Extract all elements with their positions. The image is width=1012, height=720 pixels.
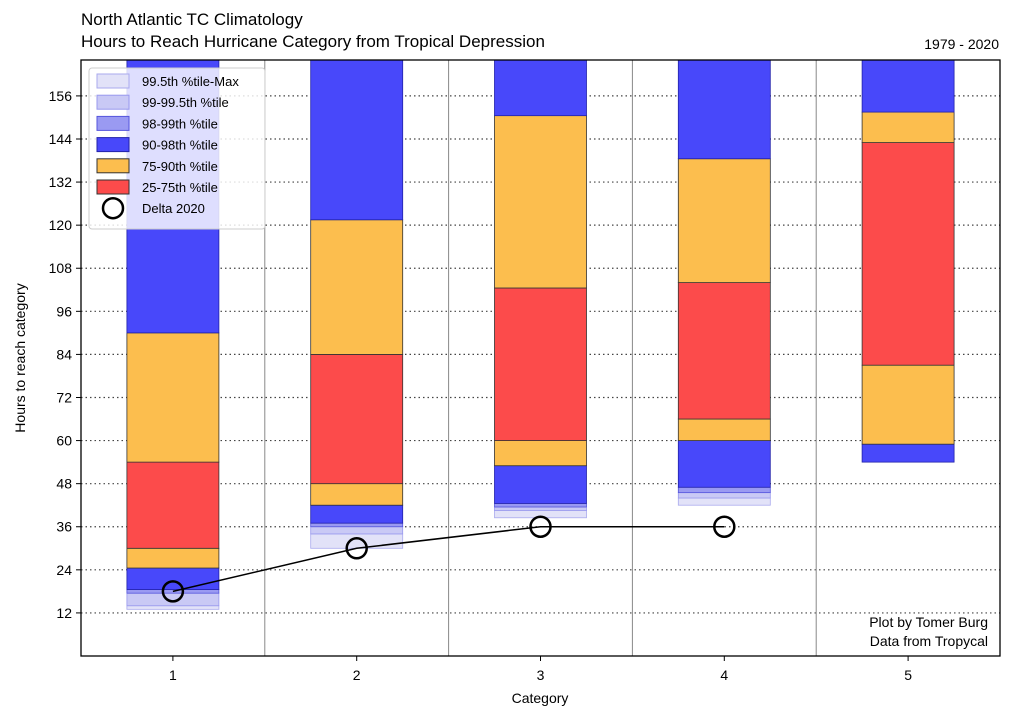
bar-90-98th-tile-cat1 <box>126 567 220 590</box>
y-tick-label: 96 <box>56 303 72 319</box>
bar-25-75th-tile-cat1 <box>126 461 220 549</box>
legend-swatch-5 <box>96 179 130 195</box>
period-label: 1979 - 2020 <box>924 36 999 52</box>
y-axis: 12 24 36 48 60 72 84 96 108 120 132 144 156 <box>49 88 81 621</box>
x-tick-label: 4 <box>720 667 728 683</box>
bar-25-75th-tile-cat5 <box>861 142 955 366</box>
bar-99-99-5th-tile-cat4 <box>677 492 771 499</box>
legend-label-2: 98-99th %tile <box>142 116 218 131</box>
x-tick-label: 2 <box>353 667 361 683</box>
bar-90-98th-tile-cat3 <box>494 59 587 117</box>
legend-swatch-2 <box>96 115 130 131</box>
legend-box <box>88 67 266 230</box>
y-tick-label: 144 <box>49 131 73 147</box>
bar-75-90th-tile-cat2 <box>310 483 404 506</box>
legend-label-0: 99.5th %tile-Max <box>142 74 239 89</box>
legend-label-5: 25-75th %tile <box>142 180 218 195</box>
bar-75-90th-tile-cat4 <box>677 158 771 284</box>
bar-98-99th-tile-cat3 <box>494 503 587 508</box>
bar-90-98th-tile-cat4 <box>677 59 771 160</box>
legend-swatch-4 <box>96 158 130 174</box>
bar-75-90th-tile-cat5 <box>861 111 955 143</box>
bar-99-5th-tile-max-cat1 <box>126 605 220 610</box>
legend-label-6: Delta 2020 <box>142 201 205 216</box>
bar-75-90th-tile-cat1 <box>126 332 220 463</box>
legend-label-1: 99-99.5th %tile <box>142 95 229 110</box>
bar-99-99-5th-tile-cat1 <box>126 592 220 607</box>
y-axis-label: Hours to reach category <box>12 283 28 432</box>
y-tick-label: 120 <box>49 217 73 233</box>
y-tick-label: 84 <box>56 346 72 362</box>
bar-99-5th-tile-max-cat4 <box>677 497 771 506</box>
delta-point-cat4 <box>713 515 736 538</box>
x-tick-label: 5 <box>904 667 912 683</box>
credit-line2: Data from Tropycal <box>870 633 988 649</box>
bar-90-98th-tile-cat2 <box>310 59 404 221</box>
y-tick-label: 60 <box>56 433 72 449</box>
bar-75-90th-tile-cat5 <box>861 364 955 445</box>
y-tick-label: 12 <box>56 605 72 621</box>
bar-90-98th-tile-cat4 <box>677 440 771 488</box>
bar-99-99-5th-tile-cat2 <box>310 526 404 535</box>
credit-line1: Plot by Tomer Burg <box>869 614 988 630</box>
delta-point-cat2 <box>345 537 368 560</box>
delta-line <box>172 525 725 593</box>
x-tick-label: 3 <box>537 667 545 683</box>
bar-90-98th-tile-cat3 <box>494 465 587 504</box>
bar-75-90th-tile-cat4 <box>677 418 771 441</box>
y-tick-label: 156 <box>49 88 73 104</box>
y-tick-label: 24 <box>56 562 72 578</box>
bar-99-5th-tile-max-cat2 <box>310 533 404 549</box>
legend: 99.5th %tile-Max 99-99.5th %tile 98-99th %… <box>88 67 266 230</box>
y-tick-label: 48 <box>56 476 72 492</box>
delta-point-cat3 <box>529 515 552 538</box>
bar-25-75th-tile-cat2 <box>310 354 404 485</box>
bar-75-90th-tile-cat3 <box>494 115 587 289</box>
bar-90-98th-tile-cat5 <box>861 59 955 113</box>
bar-98-99th-tile-cat4 <box>677 486 771 494</box>
bar-98-99th-tile-cat2 <box>310 522 404 528</box>
legend-swatch-0 <box>96 73 130 89</box>
x-axis-label: Category <box>512 690 569 706</box>
bar-75-90th-tile-cat3 <box>494 440 587 467</box>
bar-75-90th-tile-cat2 <box>310 219 404 355</box>
legend-swatch-3 <box>96 137 130 153</box>
chart-title-line1: North Atlantic TC Climatology <box>81 10 303 29</box>
legend-marker-delta <box>101 196 125 220</box>
bar-99-99-5th-tile-cat3 <box>494 506 587 511</box>
y-tick-label: 132 <box>49 174 73 190</box>
delta-series <box>161 515 736 603</box>
x-axis: 1 2 3 4 5 <box>169 656 912 683</box>
bar-90-98th-tile-cat5 <box>861 443 955 463</box>
x-tick-label: 1 <box>169 667 177 683</box>
y-tick-label: 36 <box>56 519 72 535</box>
delta-point-cat1 <box>161 580 185 603</box>
bar-90-98th-tile-cat2 <box>310 504 404 524</box>
chart-title-line2: Hours to Reach Hurricane Category from T… <box>81 32 545 51</box>
legend-swatch-1 <box>96 94 130 110</box>
legend-label-3: 90-98th %tile <box>142 138 218 153</box>
bar-25-75th-tile-cat3 <box>494 287 587 441</box>
y-tick-label: 72 <box>56 389 72 405</box>
bar-25-75th-tile-cat4 <box>677 282 771 420</box>
bar-75-90th-tile-cat1 <box>126 547 220 569</box>
y-tick-label: 108 <box>49 260 73 276</box>
legend-label-4: 75-90th %tile <box>142 159 218 174</box>
